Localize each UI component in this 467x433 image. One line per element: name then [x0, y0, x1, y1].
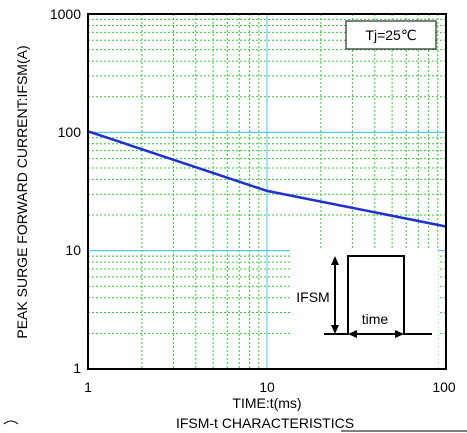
series-layer	[87, 130, 447, 228]
x-axis-title: TIME:t(ms)	[232, 395, 301, 411]
x-tick-label-10: 10	[259, 379, 275, 395]
inset-ifsm-label: IFSM	[296, 289, 329, 305]
y-tick-label-10: 10	[65, 242, 81, 258]
annotation-box	[345, 20, 437, 50]
x-tick-label-100: 100	[432, 379, 456, 395]
minor-gridlines	[88, 14, 446, 369]
surge-pulse	[324, 255, 432, 335]
inset-background	[290, 250, 438, 368]
time-arrow-right-icon	[395, 330, 404, 338]
corner-mark	[3, 420, 19, 425]
temperature-annotation: Tj=25℃	[365, 27, 416, 43]
y-tick-label-1000: 1000	[50, 6, 81, 22]
y-tick-label-1: 1	[73, 360, 81, 376]
inset-waveform: IFSM time	[290, 250, 438, 368]
ifsm-curve-0	[87, 130, 447, 228]
time-arrow-left-icon	[348, 330, 357, 338]
y-axis-title: PEAK SURGE FORWARD CURRENT:IFSM(A)	[14, 45, 30, 338]
inset-time-label: time	[362, 311, 389, 327]
y-tick-label-100: 100	[58, 124, 82, 140]
plot-frame	[87, 13, 447, 370]
chart-caption: IFSM-t CHARACTERISTICS	[176, 415, 354, 431]
x-tick-label-1: 1	[84, 379, 92, 395]
ifsm-arrow-up-icon	[331, 256, 339, 265]
ifsm-arrow-down-icon	[331, 325, 339, 334]
